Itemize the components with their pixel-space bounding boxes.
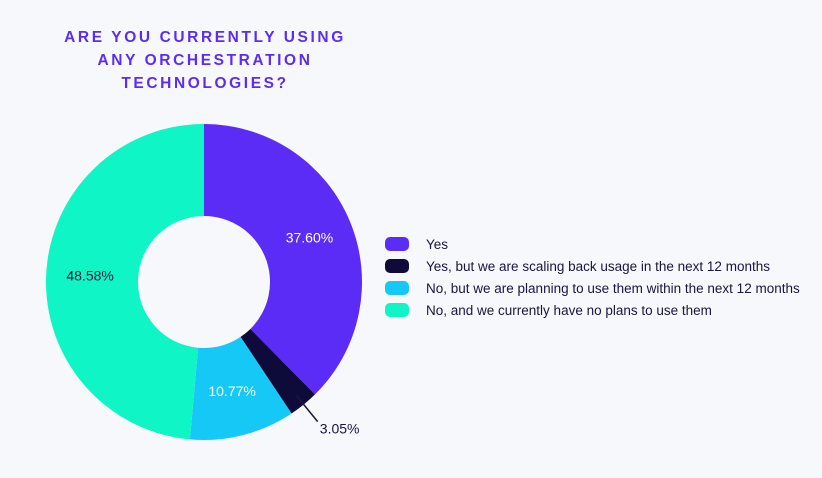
- legend-label: Yes: [426, 236, 449, 252]
- slice-label: 48.58%: [66, 268, 113, 284]
- slice-label: 37.60%: [286, 229, 333, 245]
- legend-swatch: [385, 281, 409, 295]
- leader-line: [295, 394, 319, 423]
- slices-group: [45, 124, 362, 440]
- slice-label: 10.77%: [208, 383, 255, 399]
- legend-label: No, and we currently have no plans to us…: [426, 302, 712, 318]
- slice-37-60: [204, 124, 362, 395]
- slice-10-77: [189, 336, 292, 440]
- legend-item: Yes, but we are scaling back usage in th…: [385, 255, 800, 277]
- legend-label: Yes, but we are scaling back usage in th…: [426, 258, 770, 274]
- legend-item: Yes: [385, 233, 800, 255]
- legend-item: No, and we currently have no plans to us…: [385, 299, 800, 321]
- slice-48-58: [45, 124, 204, 440]
- legend: Yes Yes, but we are scaling back usage in…: [385, 233, 800, 321]
- legend-swatch: [385, 259, 409, 273]
- legend-label: No, but we are planning to use them with…: [426, 280, 800, 296]
- slice-label: 3.05%: [320, 420, 360, 436]
- chart-title: ARE YOU CURRENTLY USING ANY ORCHESTRATIO…: [64, 29, 346, 92]
- legend-item: No, but we are planning to use them with…: [385, 277, 800, 299]
- slice-3-05: [240, 328, 316, 414]
- legend-swatch: [385, 237, 409, 251]
- legend-swatch: [385, 303, 409, 317]
- labels-group: 37.60% 3.05% 10.77% 48.58%: [66, 229, 359, 436]
